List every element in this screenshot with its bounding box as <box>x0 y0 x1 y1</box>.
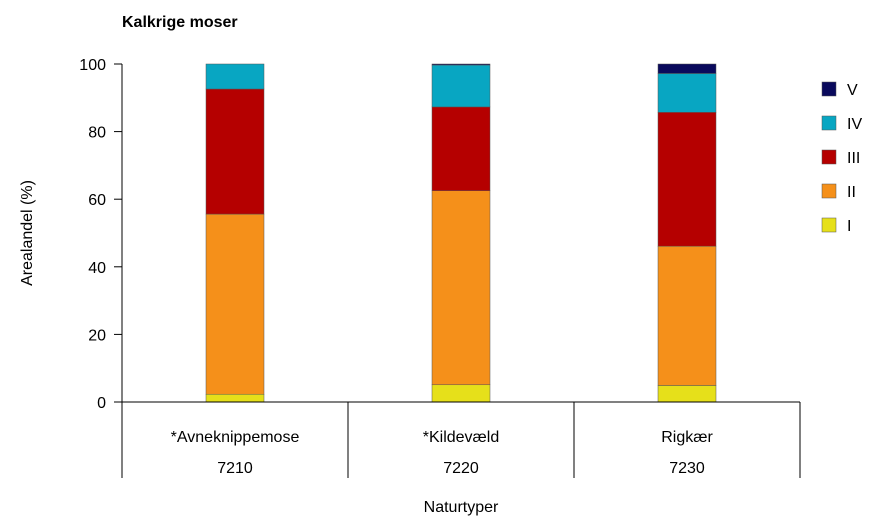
legend-label-II: II <box>847 184 856 201</box>
bar-segment-III-7230 <box>657 112 717 247</box>
legend-swatch-IV <box>821 115 837 131</box>
legend-swatch-III <box>821 149 837 165</box>
x-category-name: Rigkær <box>661 429 713 446</box>
bar-segment-I-7230 <box>657 385 717 403</box>
bar-segment-V-7230 <box>657 63 717 74</box>
y-axis-label: Arealandel (%) <box>19 180 36 286</box>
legend-label-IV: IV <box>847 116 862 133</box>
bar-segment-III-7220 <box>431 106 491 191</box>
legend-swatch-I <box>821 217 837 233</box>
bar-segment-I-7210 <box>205 393 265 403</box>
legend-label-I: I <box>847 218 851 235</box>
y-tick-label: 0 <box>97 395 106 412</box>
y-axis: 0 20 40 60 80 100 <box>79 57 123 412</box>
x-category-name: *Kildevæld <box>423 429 499 446</box>
x-axis-label: Naturtyper <box>424 499 499 516</box>
bar-segment-III-7210 <box>205 88 265 215</box>
bars <box>205 63 717 403</box>
x-category-code: 7230 <box>669 460 705 477</box>
bar-segment-IV-7210 <box>205 63 265 90</box>
y-tick-label: 100 <box>79 57 106 74</box>
x-category-code: 7220 <box>443 460 479 477</box>
bar-segment-II-7220 <box>431 190 491 386</box>
bar-segment-II-7230 <box>657 245 717 386</box>
legend-swatch-V <box>821 81 837 97</box>
x-category-code: 7210 <box>217 460 253 477</box>
y-tick-label: 80 <box>88 125 106 142</box>
bar-segment-IV-7230 <box>657 73 717 113</box>
legend-label-III: III <box>847 150 860 167</box>
y-tick-label: 40 <box>88 260 106 277</box>
bar-segment-V-7220 <box>431 63 491 66</box>
x-category-name: *Avneknippemose <box>171 429 300 446</box>
legend-label-V: V <box>847 82 858 99</box>
y-tick-label: 20 <box>88 327 106 344</box>
bar-segment-II-7210 <box>205 213 265 395</box>
bar-segment-IV-7220 <box>431 64 491 108</box>
x-axis: *Avneknippemose 7210 *Kildevæld 7220 Rigkær 7… <box>121 401 801 478</box>
y-tick-label: 60 <box>88 192 106 209</box>
chart-title: Kalkrige moser <box>122 14 238 31</box>
bar-segment-I-7220 <box>431 384 491 403</box>
legend-swatch-II <box>821 183 837 199</box>
